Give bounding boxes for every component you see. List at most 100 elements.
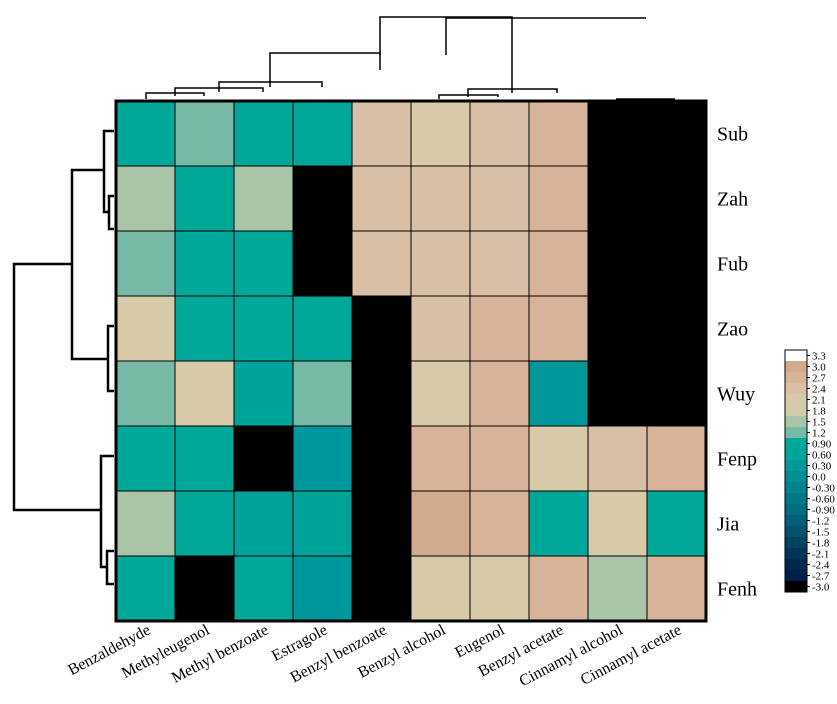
color-scale-label: 2.4 [812, 384, 826, 396]
heatmap-cell [587, 100, 648, 167]
heatmap-cell [410, 425, 471, 492]
heatmap-cell [410, 100, 471, 167]
heatmap-cell [646, 165, 707, 232]
color-scale-label: -0.90 [812, 505, 835, 517]
heatmap-cell [410, 360, 471, 427]
color-scale-swatch [785, 372, 807, 383]
row-dendrogram-link [105, 549, 114, 586]
color-scale-swatch [785, 493, 807, 504]
row-label: Zao [717, 319, 748, 341]
heatmap-cell [233, 555, 294, 622]
color-scale-swatch [785, 427, 807, 438]
heatmap-cell [528, 360, 589, 427]
heatmap-cell [351, 360, 412, 427]
heatmap-cell [410, 555, 471, 622]
color-scale-swatch [785, 460, 807, 471]
color-scale-swatch [785, 438, 807, 449]
heatmap-cell [351, 295, 412, 362]
heatmap-cell [292, 100, 353, 167]
heatmap-cell [646, 230, 707, 297]
heatmap-cell [528, 165, 589, 232]
heatmap-cell [174, 165, 235, 232]
heatmap-cell [469, 425, 530, 492]
column-dendrogram-link [269, 52, 381, 87]
row-dendrogram-link [70, 168, 108, 361]
heatmap-cell [115, 425, 176, 492]
heatmap-cell [174, 100, 235, 167]
row-label: Fenh [717, 579, 757, 601]
color-scale-label: 2.1 [812, 395, 826, 407]
color-scale-label: 0.90 [812, 439, 832, 451]
color-scale-label: -1.5 [812, 527, 830, 539]
heatmap-cell [292, 490, 353, 557]
heatmap-cell [233, 165, 294, 232]
column-label: Cinnamyl acetate [578, 622, 684, 689]
color-scale-swatch [785, 581, 807, 592]
column-label: Cinnamyl alcohol [517, 621, 626, 690]
color-scale-label: 1.8 [812, 406, 826, 418]
row-dendrogram-link [12, 262, 101, 512]
column-dendrogram [145, 16, 675, 100]
heatmap-frame [114, 99, 708, 623]
row-dendrogram-link [99, 454, 114, 569]
heatmap-cell [646, 490, 707, 557]
heatmap-cell [292, 295, 353, 362]
color-scale-label: 1.2 [812, 428, 826, 440]
color-scale-swatch [785, 471, 807, 482]
color-scale-label: 2.7 [812, 373, 826, 385]
heatmap-cell [174, 295, 235, 362]
heatmap-cell [528, 295, 589, 362]
heatmap-cell [528, 100, 589, 167]
heatmap-cell [410, 230, 471, 297]
row-label: Fub [717, 254, 748, 276]
row-label: Zah [717, 189, 748, 211]
color-scale-swatch [785, 570, 807, 581]
heatmap-cell [292, 425, 353, 492]
row-dendrogram [12, 129, 114, 586]
heatmap-cell [115, 490, 176, 557]
color-scale-legend: 3.33.02.72.42.11.81.51.20.900.600.300.0-… [784, 349, 835, 594]
color-scale-swatch [785, 559, 807, 570]
heatmap-cell [233, 295, 294, 362]
heatmap-cell [233, 100, 294, 167]
heatmap-cell [292, 555, 353, 622]
color-scale-frame [784, 349, 808, 593]
color-scale-swatch [785, 449, 807, 460]
color-scale-swatch [785, 482, 807, 493]
heatmap-cell [351, 555, 412, 622]
row-dendrogram-link [102, 129, 114, 214]
color-scale-label: 0.30 [812, 461, 832, 473]
heatmap-cell [233, 490, 294, 557]
heatmap-cell [469, 490, 530, 557]
row-label: Jia [717, 514, 739, 536]
heatmap-cell [410, 165, 471, 232]
heatmap-cell [528, 230, 589, 297]
color-scale-label: -2.1 [812, 549, 829, 561]
row-labels: Sub Zah Fub Zao Wuy Fenp Jia Fenh [717, 124, 757, 601]
row-dendrogram-link [106, 324, 114, 393]
heatmap-cell [646, 555, 707, 622]
color-scale-swatch [785, 394, 807, 405]
color-scale-label: 3.3 [812, 351, 826, 363]
color-scale-swatch [785, 526, 807, 537]
color-scale-label: 0.60 [812, 450, 832, 462]
heatmap-cell [115, 230, 176, 297]
heatmap-cell [528, 490, 589, 557]
heatmap-cell [351, 425, 412, 492]
color-scale-swatch [785, 504, 807, 515]
heatmap-cell [469, 555, 530, 622]
heatmap-cell [233, 360, 294, 427]
heatmap-cell [410, 295, 471, 362]
heatmap-cell [469, 230, 530, 297]
color-scale-label: -1.2 [812, 516, 829, 528]
color-scale-swatch [785, 383, 807, 394]
heatmap-cell [528, 425, 589, 492]
color-scale-label: -2.4 [812, 560, 830, 572]
color-scale-label: 3.0 [812, 362, 826, 374]
heatmap-cell [410, 490, 471, 557]
color-scale-label: -2.7 [812, 571, 830, 583]
heatmap-cell [587, 425, 648, 492]
heatmap-cell [174, 425, 235, 492]
heatmap-cell [351, 490, 412, 557]
